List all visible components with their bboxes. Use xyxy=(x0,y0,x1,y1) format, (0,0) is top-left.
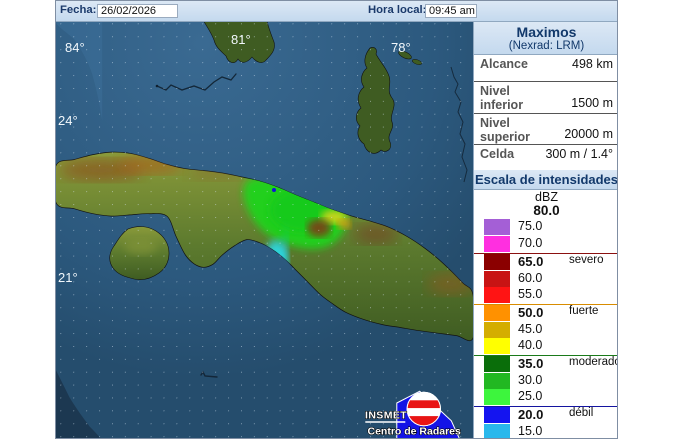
svg-text:84°: 84° xyxy=(65,40,85,55)
svg-text:24°: 24° xyxy=(58,113,78,128)
svg-text:INSMET: INSMET xyxy=(365,410,407,422)
svg-text:78°: 78° xyxy=(391,40,411,55)
svg-text:Centro de Radares: Centro de Radares xyxy=(368,426,462,438)
svg-text:21°: 21° xyxy=(58,270,78,285)
svg-text:81°: 81° xyxy=(231,32,251,47)
